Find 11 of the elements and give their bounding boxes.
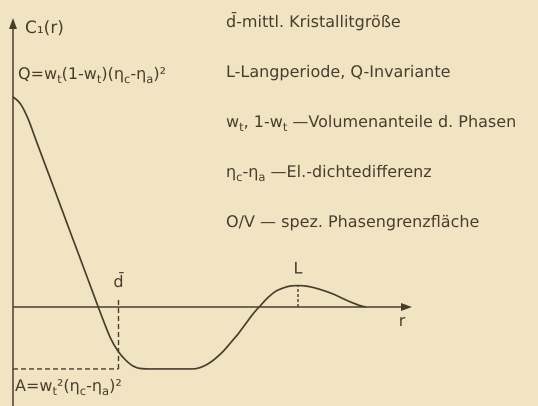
- text: d̄-mittl. Kristallitgröße: [226, 12, 401, 31]
- text: Q=w$_{t}$(1-w$_{t}$)(η$_{c}$-η$_{a}$)²: [18, 64, 166, 86]
- text: L-Langperiode, Q-Invariante: [226, 62, 450, 81]
- ref-line-label: A=w$_{t}$²(η$_{c}$-η$_{a}$)²: [15, 376, 122, 398]
- annotation: d̄: [113, 272, 124, 291]
- x-axis-title: r: [398, 311, 406, 330]
- annotation: L: [294, 258, 303, 278]
- annotation: w$_{t}$, 1-w$_{t}$ —Volumenanteile d. Phasen: [226, 112, 516, 134]
- y-axis-title: C₁(r): [25, 18, 64, 38]
- annotation: η$_{c}$-η$_{a}$ —El.-dichtedifferenz: [226, 162, 432, 184]
- annotation: O/V — spez. Phasengrenzfläche: [226, 212, 480, 231]
